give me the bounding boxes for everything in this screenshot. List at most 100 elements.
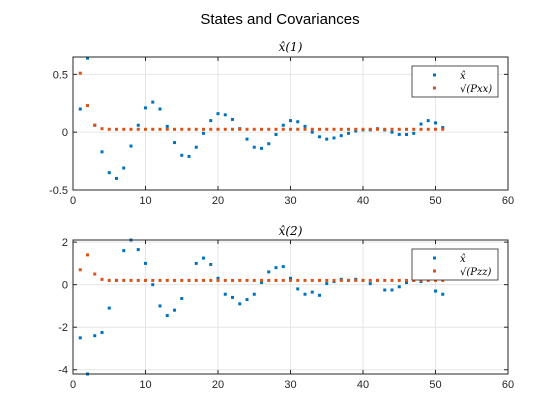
subplot-2: 0 10 20 30 40 50 60 -4 -2 0 2 x̂(2) x̂ √(Pzz): [58, 224, 514, 391]
state-point: [325, 137, 329, 141]
state-point: [194, 145, 198, 149]
x-tick-label: 40: [357, 379, 369, 391]
legend-label: √(Pxx): [460, 84, 492, 95]
x-tick-label: 20: [212, 195, 224, 207]
x-tick-label: 10: [139, 195, 151, 207]
covariance-point: [289, 127, 292, 131]
covariance-point: [325, 127, 329, 131]
covariance-point: [122, 278, 126, 282]
x-tick-label: 30: [284, 195, 296, 207]
covariance-point: [289, 278, 292, 282]
covariance-point: [296, 278, 300, 282]
covariance-point: [274, 127, 278, 131]
covariance-point: [426, 278, 430, 282]
covariance-point: [187, 278, 191, 282]
state-point: [419, 122, 423, 126]
state-point: [281, 123, 285, 127]
covariance-point: [231, 127, 234, 131]
y-tick-label: 2: [62, 237, 68, 249]
state-point: [390, 130, 394, 134]
covariance-point: [136, 127, 140, 131]
covariance-point: [93, 123, 97, 127]
state-point: [136, 123, 140, 127]
covariance-point: [397, 278, 401, 282]
covariance-point: [390, 278, 394, 282]
covariance-point: [252, 278, 256, 282]
covariance-point: [267, 278, 271, 282]
state-point: [354, 129, 358, 133]
state-point: [412, 131, 416, 135]
covariance-point: [209, 278, 213, 282]
covariance-point: [173, 127, 176, 131]
x-tick-label: 50: [429, 195, 441, 207]
covariance-point: [310, 127, 314, 131]
covariance-point: [434, 127, 437, 131]
state-point: [158, 107, 162, 111]
legend-label: x̂: [460, 254, 466, 265]
covariance-point: [202, 127, 205, 131]
covariance-point: [100, 277, 104, 281]
state-point: [260, 281, 263, 285]
state-point: [405, 281, 408, 285]
covariance-point: [78, 268, 82, 272]
state-point: [318, 293, 321, 297]
state-point: [122, 249, 126, 253]
covariance-point: [107, 127, 111, 131]
state-point: [216, 112, 220, 116]
covariance-point: [303, 127, 307, 131]
covariance-point: [165, 127, 169, 131]
legend-marker: [433, 269, 436, 273]
subplot-title: x̂(2): [279, 224, 303, 238]
covariance-point: [187, 127, 191, 131]
state-point: [245, 137, 249, 141]
state-point: [165, 124, 169, 128]
covariance-point: [354, 278, 358, 282]
y-tick-label: -2: [58, 322, 68, 334]
state-point: [100, 150, 104, 154]
state-point: [216, 276, 220, 280]
x-tick-label: 20: [212, 379, 224, 391]
covariance-point: [115, 127, 118, 131]
state-point: [426, 119, 430, 123]
state-point: [93, 334, 97, 338]
state-point: [78, 107, 82, 111]
x-tick-label: 40: [357, 195, 369, 207]
x-tick-label: 0: [70, 379, 76, 391]
state-point: [86, 56, 89, 60]
x-tick-label: 10: [139, 379, 151, 391]
state-point: [390, 288, 394, 292]
state-point: [267, 142, 271, 146]
covariance-point: [107, 278, 111, 282]
state-point: [223, 113, 227, 117]
y-tick-label: 0.5: [53, 69, 68, 81]
covariance-point: [281, 127, 285, 131]
state-point: [383, 288, 387, 292]
covariance-point: [412, 127, 416, 131]
covariance-point: [347, 127, 350, 131]
state-point: [310, 130, 314, 134]
covariance-point: [296, 127, 300, 131]
state-point: [144, 261, 147, 265]
covariance-point: [165, 278, 169, 282]
legend: x̂ √(Pzz): [411, 248, 499, 281]
state-point: [252, 292, 256, 296]
covariance-point: [397, 127, 401, 131]
legend: x̂ √(Pxx): [411, 65, 499, 98]
covariance-point: [339, 127, 343, 131]
state-point: [223, 292, 227, 296]
state-point: [158, 304, 162, 308]
covariance-point: [303, 278, 307, 282]
state-point: [231, 295, 234, 299]
state-point: [318, 135, 321, 139]
covariance-point: [209, 127, 213, 131]
covariance-point: [252, 127, 256, 131]
covariance-point: [318, 127, 321, 131]
covariance-point: [332, 127, 336, 131]
legend-box: [411, 65, 499, 98]
state-point: [78, 336, 82, 340]
covariance-point: [361, 278, 365, 282]
covariance-point: [376, 127, 379, 131]
covariance-point: [231, 278, 234, 282]
covariance-point: [158, 127, 162, 131]
state-point: [274, 266, 278, 270]
